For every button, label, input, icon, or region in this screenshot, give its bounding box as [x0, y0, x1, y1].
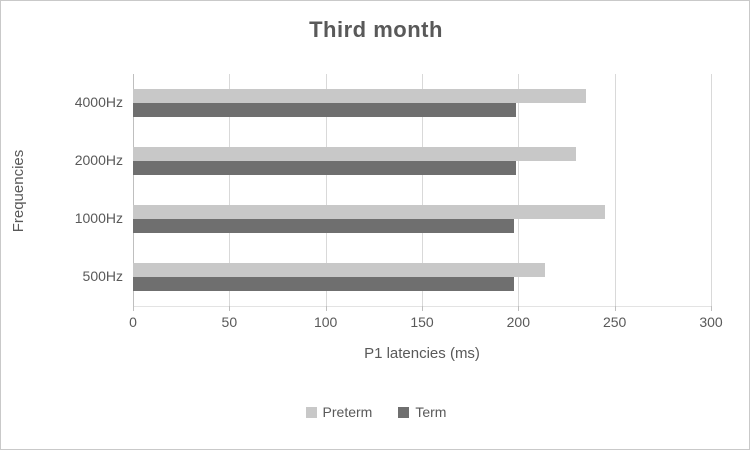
- gridline-x-150: [422, 74, 423, 306]
- x-tick-mark-0: [133, 306, 134, 311]
- x-tick-label-100: 100: [313, 314, 338, 330]
- bar-preterm-1000Hz: [133, 205, 606, 219]
- bar-term-500Hz: [133, 277, 515, 291]
- category-label-2000Hz: 2000Hz: [74, 152, 123, 168]
- x-tick-label-50: 50: [221, 314, 238, 330]
- x-tick-label-200: 200: [506, 314, 530, 330]
- bar-preterm-2000Hz: [133, 147, 577, 161]
- legend-item-preterm: Preterm: [305, 404, 373, 420]
- x-tick-label-150: 150: [410, 314, 434, 330]
- chart-title: Third month: [309, 17, 443, 42]
- x-tick-mark-100: [325, 306, 327, 311]
- bar-term-4000Hz: [133, 103, 517, 117]
- gridline-x-50: [229, 74, 231, 306]
- gridline-x-200: [518, 74, 520, 306]
- gridline-x-300: [711, 74, 712, 306]
- gridline-x-250: [614, 74, 616, 306]
- category-label-1000Hz: 1000Hz: [74, 210, 123, 226]
- legend-label-preterm: Preterm: [322, 404, 373, 420]
- legend-swatch-preterm: [305, 406, 317, 418]
- y-axis-title: Frequencies: [10, 149, 27, 233]
- gridline-x-100: [325, 74, 327, 306]
- legend-label-term: Term: [415, 404, 447, 420]
- category-axis-line: [133, 74, 134, 306]
- bar-term-1000Hz: [133, 219, 515, 233]
- x-tick-mark-300: [711, 306, 712, 311]
- bar-term-2000Hz: [133, 161, 517, 175]
- x-tick-mark-50: [229, 306, 231, 311]
- x-tick-mark-250: [614, 306, 616, 311]
- category-label-500Hz: 500Hz: [82, 268, 123, 284]
- x-tick-mark-200: [518, 306, 520, 311]
- legend-item-term: Term: [398, 404, 446, 420]
- x-tick-label-250: 250: [602, 314, 627, 330]
- x-axis-title: P1 latencies (ms): [364, 345, 480, 362]
- category-label-4000Hz: 4000Hz: [74, 94, 123, 110]
- plot-area: [133, 74, 712, 311]
- x-tick-mark-150: [422, 306, 423, 311]
- bar-preterm-500Hz: [133, 263, 546, 277]
- bar-preterm-4000Hz: [133, 89, 586, 103]
- x-tick-label-0: 0: [129, 314, 137, 330]
- legend-swatch-term: [398, 406, 410, 418]
- x-tick-label-300: 300: [699, 314, 723, 330]
- legend: Preterm Term: [1, 404, 749, 420]
